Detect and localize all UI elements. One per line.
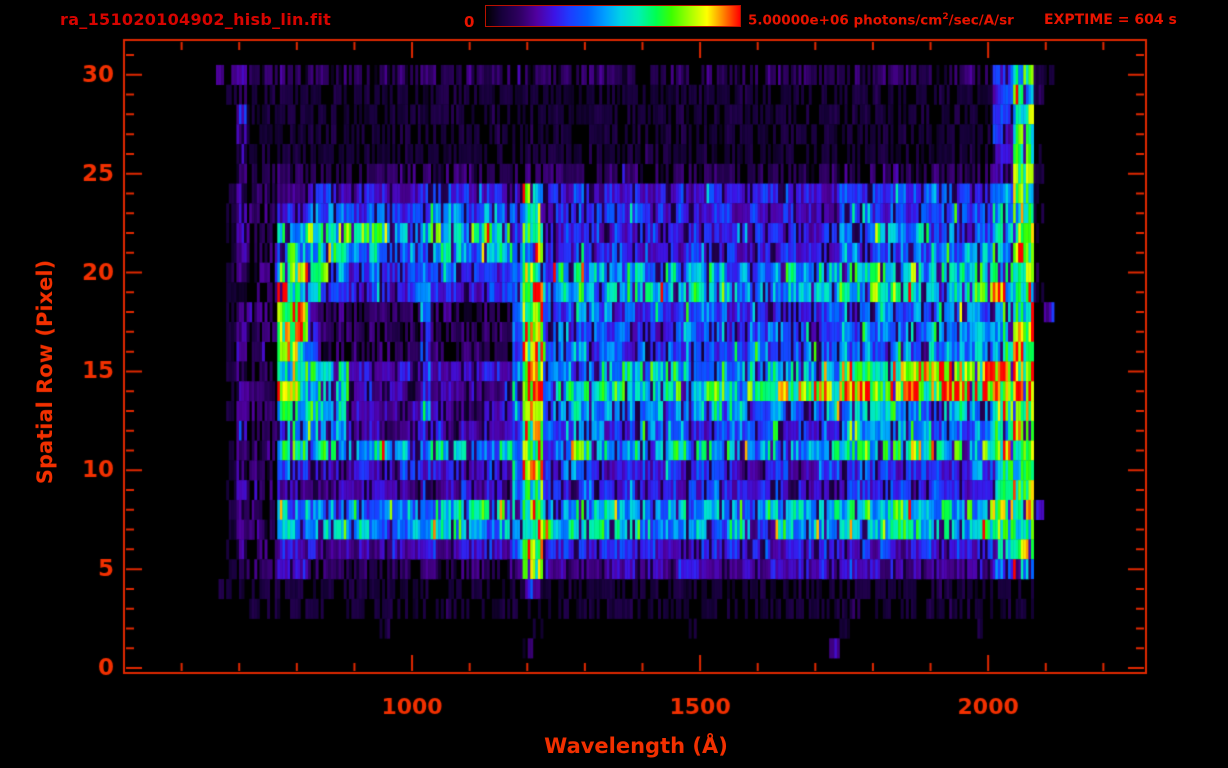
colorbar-max-suffix: /sec/A/sr — [948, 12, 1014, 29]
spatial-row-axis-title: Spatial Row (Pixel) — [33, 259, 57, 485]
colorbar-max-prefix: 5.00000e+06 photons/cm — [748, 12, 943, 29]
colorbar — [485, 5, 741, 27]
filename-title: ra_151020104902_hisb_lin.fit — [60, 10, 332, 29]
wavelength-axis-title: Wavelength (Å) — [544, 734, 728, 758]
exptime-label: EXPTIME = 604 s — [1044, 12, 1177, 28]
colorbar-max-superscript: 2 — [942, 12, 949, 22]
colorbar-min-label: 0 — [464, 13, 475, 31]
colorbar-max-label: 5.00000e+06 photons/cm2/sec/A/sr — [748, 12, 1014, 29]
